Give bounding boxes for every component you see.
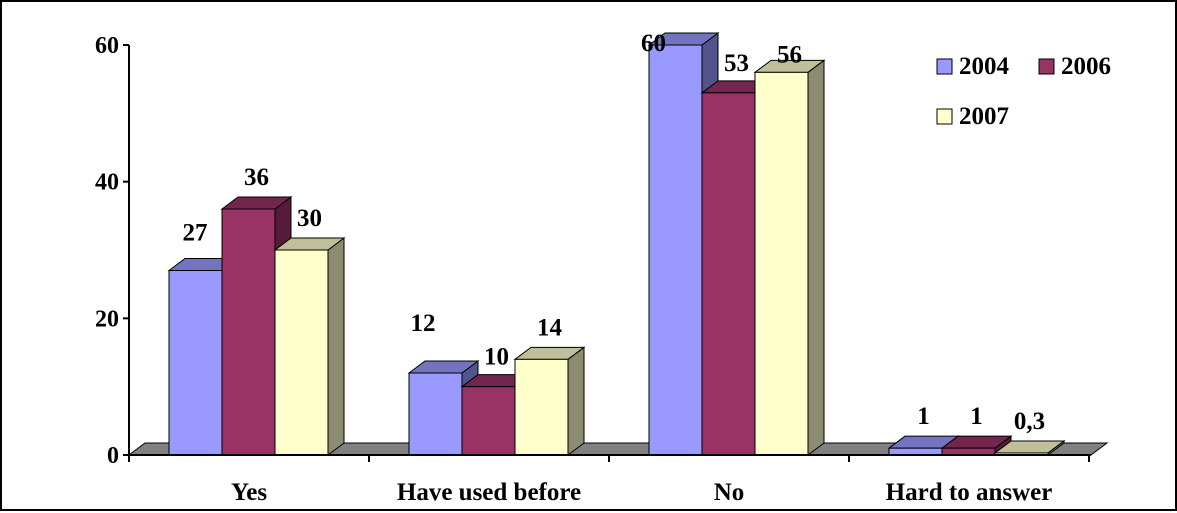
legend-label: 2006 — [1061, 53, 1111, 80]
bar — [993, 439, 1066, 456]
legend-item: 2007 — [936, 103, 1009, 130]
bar-front — [408, 372, 463, 456]
x-tick-label: Yes — [231, 479, 267, 506]
y-axis: 0 20 40 60 — [95, 33, 130, 469]
bar — [273, 237, 346, 456]
legend-swatch — [936, 58, 953, 75]
legend-swatch — [936, 108, 953, 125]
bar — [753, 59, 826, 456]
bar-front — [941, 447, 996, 456]
y-tick-label: 20 — [95, 306, 119, 332]
bar-front — [168, 270, 223, 456]
y-tick-label: 60 — [95, 33, 119, 59]
legend-item: 2004 — [936, 53, 1010, 80]
data-labels: 27 36 30 12 10 14 60 53 56 1 1 0,3 — [183, 30, 1046, 435]
bar-front — [648, 44, 703, 456]
x-tick-label: Have used before — [397, 479, 581, 506]
y-tick-label: 40 — [95, 170, 119, 196]
legend-label: 2007 — [959, 103, 1009, 130]
bar — [513, 346, 586, 456]
y-tick-label: 0 — [107, 443, 119, 469]
x-tick-label: No — [714, 479, 745, 506]
legend-swatch — [1038, 58, 1055, 75]
data-label: 53 — [724, 50, 749, 77]
data-label: 10 — [484, 344, 509, 371]
bar-front — [701, 92, 756, 456]
data-label: 36 — [244, 164, 269, 191]
data-label: 27 — [183, 220, 208, 247]
data-label: 1 — [970, 403, 983, 430]
data-label: 30 — [297, 205, 322, 232]
bar-front — [461, 386, 516, 456]
bar-side — [807, 59, 825, 456]
legend: 2004 2006 2007 — [936, 53, 1111, 130]
bars — [167, 32, 1066, 456]
data-label: 56 — [777, 41, 802, 68]
data-label: 14 — [537, 314, 563, 341]
x-axis: Yes Have used before No Hard to answer — [128, 454, 1091, 506]
data-label: 0,3 — [1014, 408, 1045, 435]
bar-front — [221, 208, 276, 456]
bar-side — [327, 237, 345, 456]
bar-front — [888, 447, 943, 456]
bar-front — [754, 71, 809, 456]
data-label: 12 — [411, 310, 436, 337]
legend-item: 2006 — [1038, 53, 1111, 80]
bar-front — [274, 249, 329, 456]
data-label: 60 — [641, 30, 666, 57]
legend-label: 2004 — [959, 53, 1010, 80]
data-label: 1 — [917, 403, 930, 430]
x-tick-label: Hard to answer — [886, 479, 1053, 506]
bar-front — [514, 358, 569, 456]
bar-side — [567, 346, 585, 456]
